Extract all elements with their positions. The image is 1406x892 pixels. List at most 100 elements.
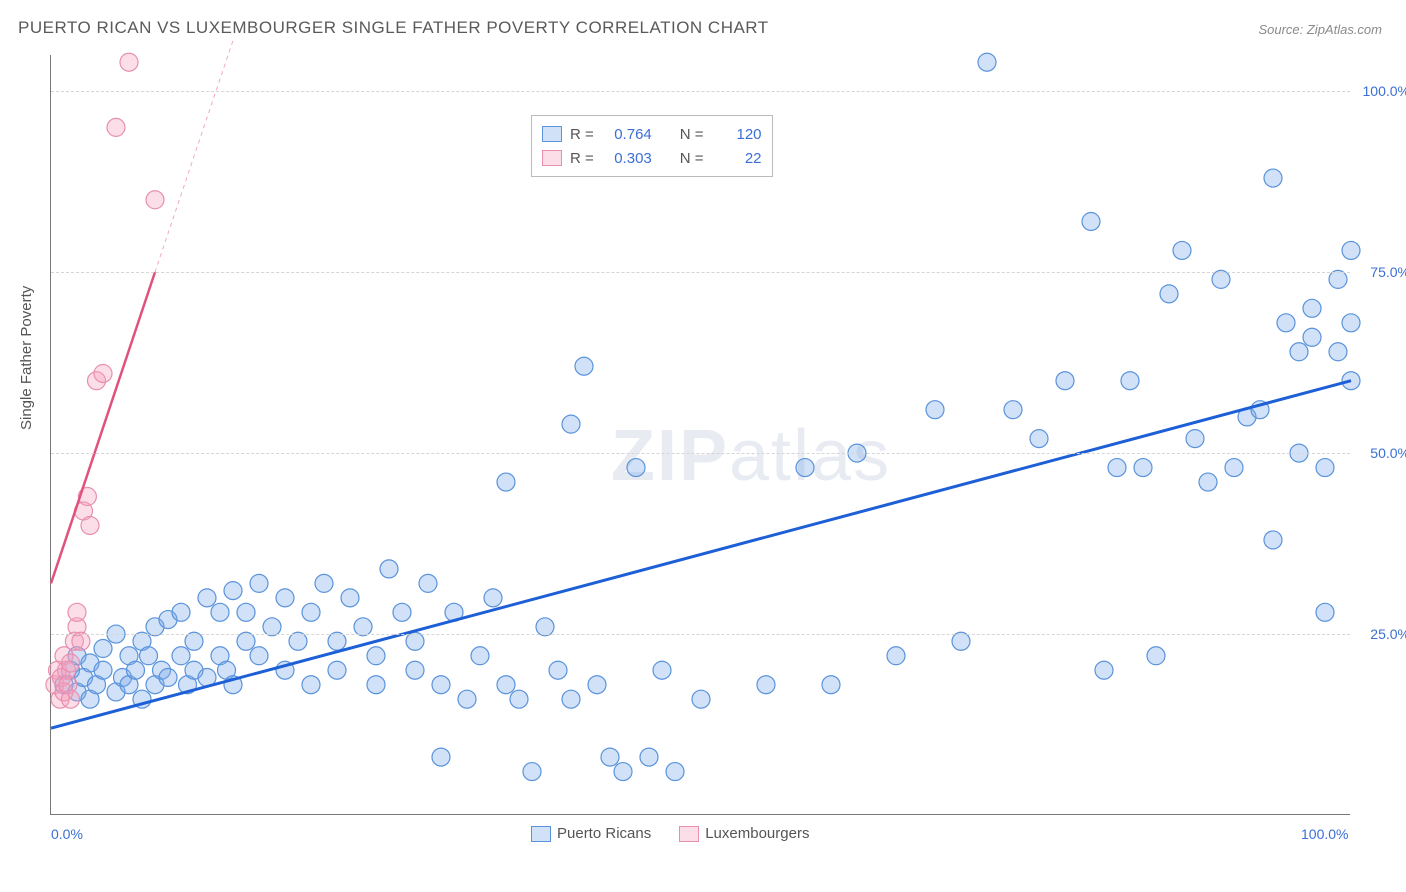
plot-area: ZIPatlas R =0.764N =120R =0.303N =22 Pue…	[50, 55, 1350, 815]
legend-swatch	[531, 826, 551, 842]
data-point	[1160, 285, 1178, 303]
data-point	[1342, 314, 1360, 332]
y-tick-label: 50.0%	[1370, 445, 1406, 461]
gridline-h	[51, 91, 1350, 92]
data-point	[562, 415, 580, 433]
data-point	[146, 191, 164, 209]
data-point	[341, 589, 359, 607]
series-legend: Puerto Ricans Luxembourgers	[531, 825, 809, 842]
data-point	[224, 582, 242, 600]
data-point	[94, 640, 112, 658]
data-point	[692, 690, 710, 708]
data-point	[1316, 603, 1334, 621]
data-point	[549, 661, 567, 679]
data-point	[315, 574, 333, 592]
data-point	[419, 574, 437, 592]
correlation-legend: R = 0.764 N = 120R = 0.303 N = 22	[531, 115, 773, 177]
data-point	[367, 676, 385, 694]
data-point	[367, 647, 385, 665]
data-point	[588, 676, 606, 694]
data-point	[1134, 459, 1152, 477]
source-attribution: Source: ZipAtlas.com	[1258, 22, 1382, 37]
data-point	[1225, 459, 1243, 477]
data-point	[497, 473, 515, 491]
data-point	[1186, 430, 1204, 448]
data-point	[380, 560, 398, 578]
data-point	[250, 574, 268, 592]
data-point	[822, 676, 840, 694]
stat-r-value: 0.303	[602, 150, 652, 167]
gridline-h	[51, 453, 1350, 454]
y-tick-label: 75.0%	[1370, 264, 1406, 280]
data-point	[68, 603, 86, 621]
data-point	[523, 763, 541, 781]
data-point	[653, 661, 671, 679]
stat-r-value: 0.764	[602, 126, 652, 143]
legend-stat-row: R =0.303N =22	[542, 146, 762, 170]
data-point	[484, 589, 502, 607]
y-axis-label: Single Father Poverty	[18, 286, 35, 430]
data-point	[62, 690, 80, 708]
source-prefix: Source:	[1258, 22, 1306, 37]
data-point	[159, 668, 177, 686]
data-point	[1121, 372, 1139, 390]
data-point	[1082, 212, 1100, 230]
data-point	[1303, 328, 1321, 346]
data-point	[1264, 169, 1282, 187]
data-point	[497, 676, 515, 694]
data-point	[601, 748, 619, 766]
legend-item: Luxembourgers	[679, 825, 809, 842]
stat-n-label: N =	[680, 126, 704, 143]
data-point	[1290, 343, 1308, 361]
legend-stat-row: R = 0.764 N = 120	[542, 122, 762, 146]
data-point	[1056, 372, 1074, 390]
data-point	[94, 364, 112, 382]
chart-title: PUERTO RICAN VS LUXEMBOURGER SINGLE FATH…	[18, 18, 769, 38]
data-point	[276, 589, 294, 607]
stat-n-value: 120	[712, 126, 762, 143]
data-point	[757, 676, 775, 694]
data-point	[328, 661, 346, 679]
data-point	[575, 357, 593, 375]
data-point	[1342, 241, 1360, 259]
y-tick-label: 25.0%	[1370, 626, 1406, 642]
source-name: ZipAtlas.com	[1307, 22, 1382, 37]
data-point	[627, 459, 645, 477]
trend-line	[51, 381, 1351, 728]
data-point	[120, 53, 138, 71]
data-point	[1329, 343, 1347, 361]
data-point	[140, 647, 158, 665]
data-point	[211, 603, 229, 621]
data-point	[393, 603, 411, 621]
data-point	[614, 763, 632, 781]
legend-swatch	[542, 126, 562, 142]
data-point	[1173, 241, 1191, 259]
gridline-h	[51, 634, 1350, 635]
data-point	[432, 676, 450, 694]
stat-n-label: N =	[680, 150, 704, 167]
stat-n-value: 22	[712, 150, 762, 167]
data-point	[458, 690, 476, 708]
data-point	[406, 661, 424, 679]
data-point	[1030, 430, 1048, 448]
data-point	[1264, 531, 1282, 549]
data-point	[471, 647, 489, 665]
gridline-h	[51, 272, 1350, 273]
data-point	[1199, 473, 1217, 491]
data-point	[62, 654, 80, 672]
x-tick-label: 0.0%	[51, 826, 83, 842]
legend-swatch	[542, 150, 562, 166]
data-point	[562, 690, 580, 708]
data-point	[926, 401, 944, 419]
data-point	[250, 647, 268, 665]
data-point	[81, 516, 99, 534]
stat-r-label: R =	[570, 126, 594, 143]
trend-line	[51, 272, 155, 583]
data-point	[302, 603, 320, 621]
legend-item: Puerto Ricans	[531, 825, 651, 842]
data-point	[887, 647, 905, 665]
data-point	[172, 647, 190, 665]
data-point	[666, 763, 684, 781]
legend-label: Luxembourgers	[705, 825, 809, 842]
data-point	[1147, 647, 1165, 665]
